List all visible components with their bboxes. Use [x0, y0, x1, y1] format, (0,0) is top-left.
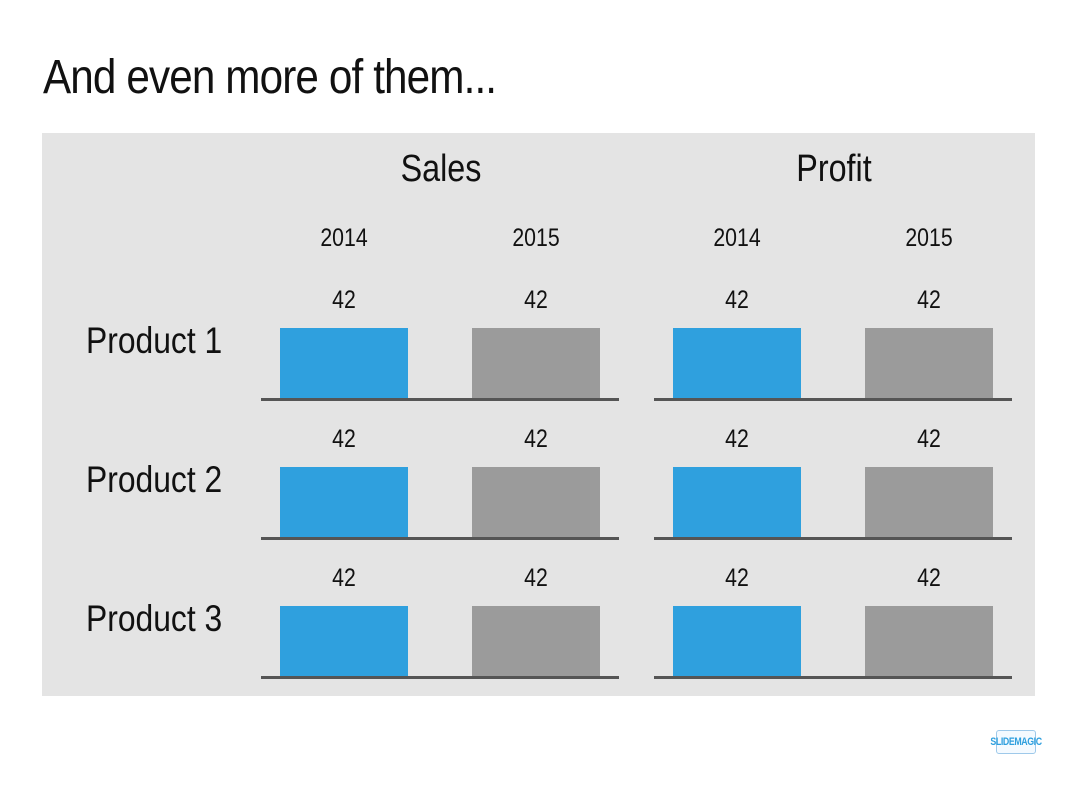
baseline-sales-product-3 — [261, 676, 619, 679]
value-label-sales-2014-product-1: 42 — [332, 286, 356, 314]
year-label-sales-2015: 2015 — [512, 224, 560, 252]
slide-title: And even more of them... — [43, 51, 497, 104]
baseline-profit-product-2 — [654, 537, 1012, 540]
value-label-sales-2015-product-3: 42 — [524, 564, 548, 592]
bar-profit-2015-product-1 — [865, 328, 993, 398]
row-label-2: Product 2 — [86, 459, 223, 500]
year-label-profit-2015: 2015 — [905, 224, 953, 252]
value-label-profit-2014-product-1: 42 — [725, 286, 749, 314]
bar-profit-2014-product-2 — [673, 467, 801, 537]
bar-profit-2014-product-3 — [673, 606, 801, 676]
bar-profit-2014-product-1 — [673, 328, 801, 398]
group-label-profit: Profit — [796, 148, 872, 190]
value-label-profit-2014-product-3: 42 — [725, 564, 749, 592]
value-label-profit-2015-product-3: 42 — [917, 564, 941, 592]
row-label-3: Product 3 — [86, 598, 223, 639]
baseline-profit-product-1 — [654, 398, 1012, 401]
bar-sales-2014-product-3 — [280, 606, 408, 676]
bar-sales-2014-product-2 — [280, 467, 408, 537]
bar-sales-2015-product-1 — [472, 328, 600, 398]
bar-profit-2015-product-2 — [865, 467, 993, 537]
row-label-1: Product 1 — [86, 320, 223, 361]
baseline-sales-product-1 — [261, 398, 619, 401]
value-label-sales-2015-product-2: 42 — [524, 425, 548, 453]
value-label-sales-2014-product-2: 42 — [332, 425, 356, 453]
slidemagic-logo: SLIDEMAGIC — [990, 730, 1042, 754]
bar-sales-2014-product-1 — [280, 328, 408, 398]
bar-sales-2015-product-3 — [472, 606, 600, 676]
baseline-sales-product-2 — [261, 537, 619, 540]
bar-profit-2015-product-3 — [865, 606, 993, 676]
small-multiples-bar-chart — [261, 328, 1012, 679]
group-label-sales: Sales — [400, 148, 482, 190]
value-label-profit-2015-product-1: 42 — [917, 286, 941, 314]
value-label-profit-2014-product-2: 42 — [725, 425, 749, 453]
value-label-profit-2015-product-2: 42 — [917, 425, 941, 453]
value-label-sales-2015-product-1: 42 — [524, 286, 548, 314]
baseline-profit-product-3 — [654, 676, 1012, 679]
year-label-sales-2014: 2014 — [320, 224, 368, 252]
bar-sales-2015-product-2 — [472, 467, 600, 537]
value-label-sales-2014-product-3: 42 — [332, 564, 356, 592]
logo-wordmark: SLIDEMAGIC — [990, 736, 1042, 748]
year-label-profit-2014: 2014 — [713, 224, 761, 252]
chart-panel: Sales 2014 2015 Profit 2014 2015 Product 1 42 42… — [42, 133, 1035, 696]
